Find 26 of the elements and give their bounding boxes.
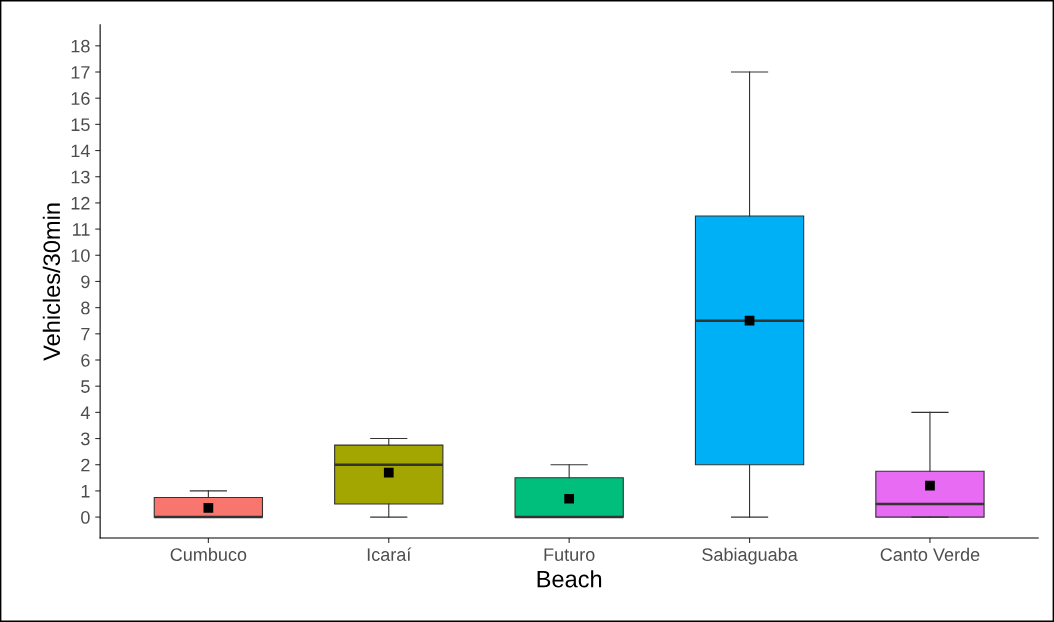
x-tick-label: Icaraí — [367, 547, 412, 562]
y-tick-label: 14 — [71, 144, 90, 158]
x-axis-title: Beach — [537, 570, 602, 588]
y-tick-label: 17 — [71, 66, 90, 79]
y-tick-label: 8 — [81, 301, 90, 315]
y-tick-label: 10 — [71, 249, 90, 262]
y-tick-label: 13 — [71, 170, 90, 184]
x-tick-label: Canto Verde — [880, 547, 980, 562]
y-tick-label: 18 — [71, 39, 90, 53]
x-tick-label: Cumbuco — [170, 547, 247, 562]
y-tick-label: 16 — [71, 92, 90, 105]
y-tick-label: 15 — [71, 118, 90, 132]
y-tick-label: 3 — [81, 432, 90, 446]
y-tick-label: 7 — [81, 327, 90, 341]
y-tick-label: 11 — [73, 223, 90, 236]
y-tick-label: 5 — [81, 380, 90, 393]
y-tick-label: 1 — [81, 485, 90, 498]
y-tick-label: 6 — [81, 353, 90, 367]
y-tick-label: 2 — [81, 458, 90, 472]
y-tick-label: 4 — [80, 406, 90, 419]
x-tick-label: Sabiaguaba — [702, 547, 798, 565]
y-tick-label: 0 — [81, 511, 90, 524]
y-axis-title: Vehicles/30min — [42, 203, 61, 361]
x-tick-label: Futuro — [544, 548, 595, 562]
y-tick-label: 12 — [71, 196, 90, 210]
y-tick-label: 9 — [81, 275, 90, 289]
